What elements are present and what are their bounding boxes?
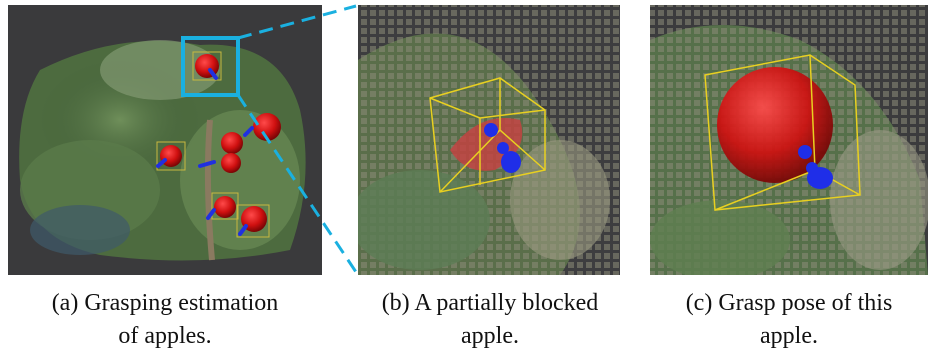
caption: apple. [461,323,519,349]
caption: of apples. [118,323,211,349]
caption: (c) Grasp pose of this [686,290,893,316]
page: {"panels": [ {"caption": ["(a) Grasping … [0,0,935,360]
caption: apple. [760,323,818,349]
caption: (a) Grasping estimation [52,290,279,316]
panel-c-image [650,5,930,280]
figure: (a) Grasping estimation of apples. (b) A… [0,0,935,360]
caption: (b) A partially blocked [382,290,599,316]
panel-b-image [350,5,620,275]
panel-a-image [8,5,322,275]
